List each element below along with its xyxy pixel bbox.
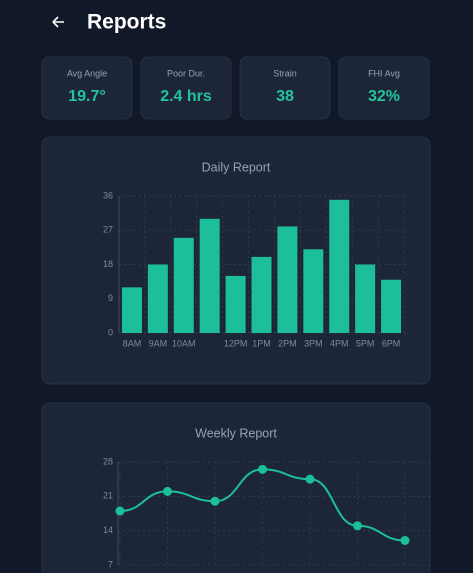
stat-card bbox=[41, 56, 133, 120]
bar bbox=[147, 264, 168, 333]
point bbox=[305, 474, 315, 484]
point bbox=[115, 506, 125, 516]
chart-title: Daily Report bbox=[202, 160, 271, 174]
back-arrow[interactable] bbox=[52, 16, 64, 28]
y-tick-label: 7 bbox=[108, 559, 113, 569]
y-tick-label: 14 bbox=[103, 525, 113, 535]
page-title: Reports bbox=[87, 11, 166, 34]
x-tick-label: 5PM bbox=[356, 338, 375, 348]
x-tick-label: 12PM bbox=[224, 338, 248, 348]
y-tick-label: 0 bbox=[108, 327, 113, 337]
bar bbox=[225, 275, 246, 333]
bar bbox=[303, 249, 324, 333]
point bbox=[210, 496, 220, 506]
x-tick-label: 3PM bbox=[304, 338, 323, 348]
bar bbox=[329, 199, 350, 333]
x-tick-label: 9AM bbox=[149, 338, 168, 348]
y-tick-label: 36 bbox=[103, 190, 113, 200]
stat-label: Avg Angle bbox=[67, 68, 107, 78]
stat-card bbox=[140, 56, 232, 120]
bar bbox=[121, 287, 142, 333]
point bbox=[258, 464, 267, 474]
stat-value: 19.7° bbox=[68, 88, 106, 105]
y-tick-label: 9 bbox=[108, 293, 113, 303]
point bbox=[400, 535, 410, 545]
stat-card bbox=[239, 56, 331, 120]
x-tick-label: 6PM bbox=[382, 338, 401, 348]
stat-value: 38 bbox=[276, 88, 294, 105]
y-tick-label: 27 bbox=[103, 225, 113, 235]
x-tick-label: 10AM bbox=[172, 338, 196, 348]
stat-value: 2.4 hrs bbox=[160, 88, 212, 105]
bar bbox=[251, 256, 272, 333]
x-tick-label: 1PM bbox=[252, 338, 271, 348]
stat-value: 32% bbox=[368, 88, 400, 105]
x-tick-label: 8AM bbox=[123, 338, 142, 348]
stat-label: Strain bbox=[273, 68, 297, 78]
y-tick-label: 18 bbox=[103, 259, 113, 269]
x-tick-label: 4PM bbox=[330, 338, 349, 348]
stat-card bbox=[338, 56, 430, 120]
x-tick-label: 2PM bbox=[278, 338, 297, 348]
point bbox=[353, 521, 362, 531]
bar bbox=[277, 226, 298, 333]
stat-label: Poor Dur. bbox=[167, 68, 205, 78]
stat-label: FHI Avg bbox=[368, 68, 400, 78]
y-tick-label: 28 bbox=[103, 456, 113, 466]
y-tick-label: 21 bbox=[103, 491, 113, 501]
bar bbox=[173, 237, 194, 333]
back-button[interactable] bbox=[52, 16, 64, 28]
point bbox=[163, 486, 172, 496]
chart-title: Weekly Report bbox=[195, 426, 277, 440]
bar bbox=[381, 279, 402, 333]
bar bbox=[199, 218, 220, 333]
bar bbox=[355, 264, 376, 333]
